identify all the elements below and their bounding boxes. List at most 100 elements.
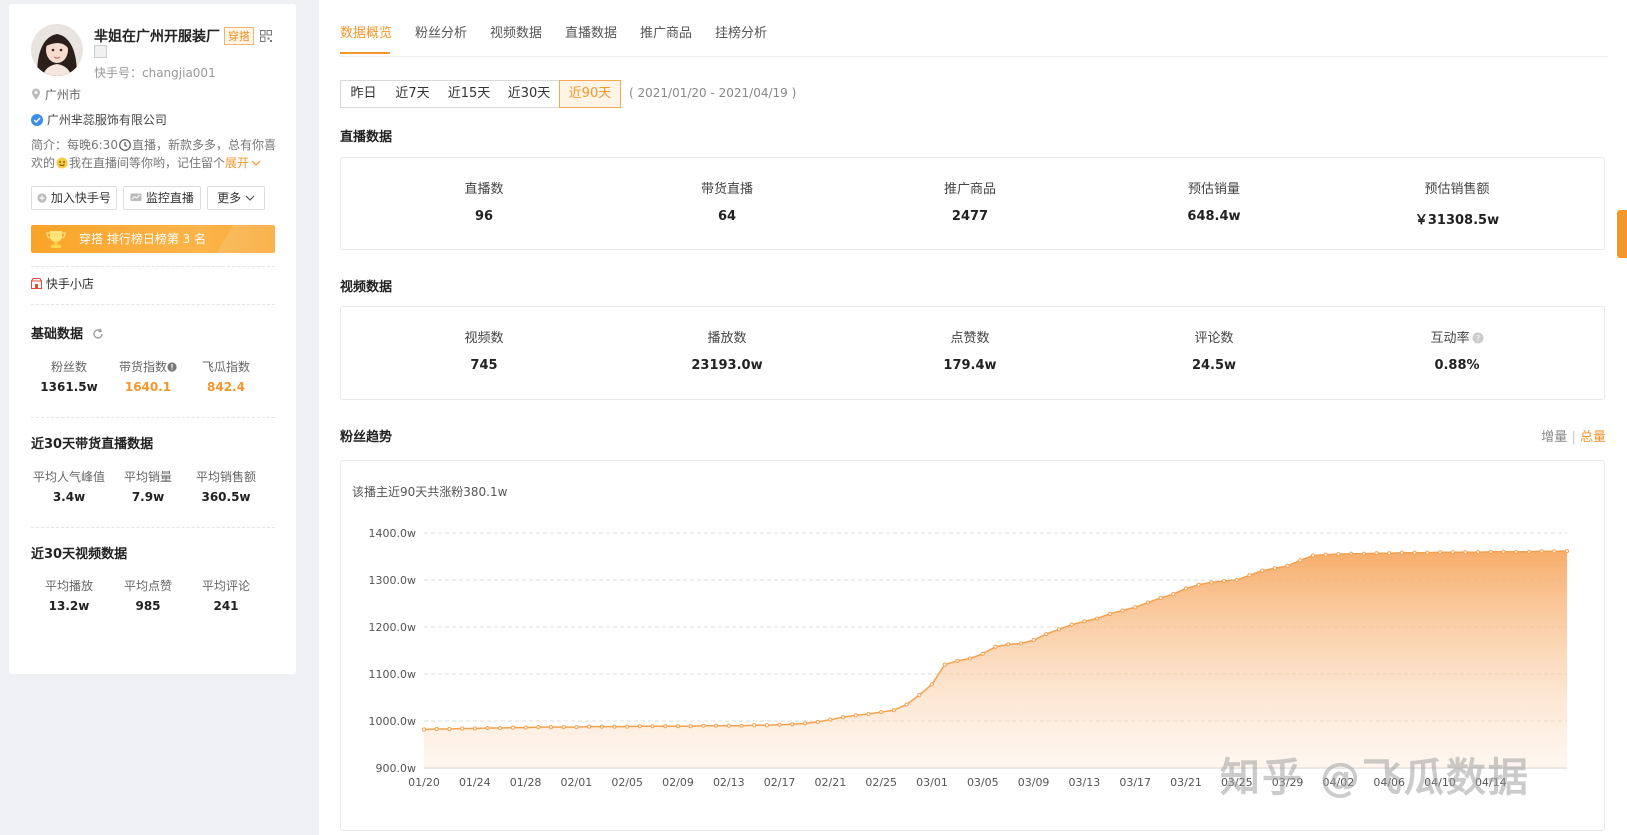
data-point[interactable] [1272, 566, 1278, 571]
data-point[interactable] [663, 724, 668, 729]
data-point[interactable] [1374, 551, 1379, 556]
toggle-total[interactable]: 总量 [1579, 430, 1606, 445]
range-30d[interactable]: 近30天 [499, 80, 560, 108]
data-point[interactable] [917, 693, 922, 698]
toggle-increment[interactable]: 增量 [1541, 430, 1568, 445]
data-point[interactable] [714, 723, 719, 728]
tab-fans[interactable]: 粉丝分析 [415, 26, 468, 41]
data-point[interactable] [561, 725, 566, 730]
data-point[interactable] [980, 651, 985, 656]
data-point[interactable] [1488, 549, 1493, 554]
data-point[interactable] [879, 709, 884, 715]
data-point[interactable] [625, 724, 630, 729]
data-point[interactable] [1437, 550, 1443, 555]
data-point[interactable] [1476, 550, 1481, 555]
data-point[interactable] [904, 702, 909, 707]
data-point[interactable] [853, 713, 858, 718]
data-point[interactable] [1107, 611, 1112, 616]
data-point[interactable] [536, 725, 541, 730]
data-point[interactable] [447, 726, 452, 732]
data-point[interactable] [599, 724, 604, 729]
side-float-tab[interactable] [1617, 210, 1627, 258]
data-point[interactable] [1133, 605, 1138, 610]
data-point[interactable] [828, 717, 833, 722]
refresh-icon[interactable] [92, 328, 104, 340]
data-point[interactable] [1031, 638, 1036, 643]
data-point[interactable] [739, 723, 744, 728]
data-point[interactable] [1564, 548, 1570, 554]
data-point[interactable] [942, 662, 947, 667]
data-point[interactable] [929, 682, 935, 687]
data-point[interactable] [1234, 577, 1239, 583]
data-point[interactable] [637, 724, 643, 729]
data-point[interactable] [1222, 578, 1227, 584]
expand-link[interactable]: 展开 [225, 156, 250, 170]
range-15d[interactable]: 近15天 [439, 80, 500, 108]
data-point[interactable] [1285, 563, 1290, 569]
data-point[interactable] [1247, 573, 1252, 578]
data-point[interactable] [1514, 549, 1519, 554]
range-yesterday[interactable]: 昨日 [340, 80, 387, 108]
data-point[interactable] [612, 724, 617, 729]
data-point[interactable] [460, 726, 465, 731]
data-point[interactable] [1044, 631, 1049, 637]
data-point[interactable] [1323, 552, 1328, 557]
data-point[interactable] [498, 725, 503, 731]
data-point[interactable] [472, 726, 477, 731]
add-kuaishou-button[interactable]: 加入快手号 [31, 186, 117, 210]
qrcode-icon[interactable] [260, 30, 272, 42]
data-point[interactable] [1399, 550, 1405, 555]
data-point[interactable] [1069, 622, 1074, 627]
data-point[interactable] [1298, 558, 1303, 563]
data-point[interactable] [1552, 549, 1557, 554]
data-point[interactable] [1412, 550, 1417, 555]
tab-live[interactable]: 直播数据 [565, 26, 618, 41]
data-point[interactable] [1056, 627, 1062, 632]
data-point[interactable] [1209, 580, 1214, 585]
data-point[interactable] [790, 722, 795, 727]
data-point[interactable] [1095, 616, 1100, 621]
data-point[interactable] [434, 726, 439, 732]
data-point[interactable] [523, 725, 528, 730]
tab-overview[interactable]: 数据概览 [340, 26, 393, 41]
data-point[interactable] [993, 644, 998, 649]
data-point[interactable] [1463, 550, 1468, 555]
data-point[interactable] [1501, 549, 1506, 554]
data-point[interactable] [1171, 592, 1176, 597]
data-point[interactable] [701, 723, 706, 728]
data-point[interactable] [574, 725, 579, 730]
range-90d[interactable]: 近90天 [559, 80, 621, 108]
data-point[interactable] [675, 724, 681, 729]
data-point[interactable] [815, 719, 820, 725]
tab-video[interactable]: 视频数据 [490, 26, 543, 41]
data-point[interactable] [1260, 568, 1265, 573]
data-point[interactable] [802, 721, 808, 726]
data-point[interactable] [1006, 642, 1011, 647]
data-point[interactable] [1361, 551, 1366, 556]
data-point[interactable] [752, 723, 757, 728]
rank-banner[interactable]: 穿搭 排行榜日榜第 3 名 [31, 225, 275, 253]
kuaishou-shop-link[interactable]: 快手小店 [31, 275, 94, 292]
data-point[interactable] [1196, 582, 1201, 587]
data-point[interactable] [548, 725, 554, 730]
data-point[interactable] [510, 725, 516, 730]
data-point[interactable] [841, 715, 846, 720]
help-icon[interactable]: ? [1472, 332, 1484, 344]
data-point[interactable] [1120, 608, 1125, 613]
data-point[interactable] [485, 725, 490, 731]
data-point[interactable] [587, 724, 592, 729]
data-point[interactable] [764, 723, 770, 728]
data-point[interactable] [1082, 619, 1087, 624]
monitor-live-button[interactable]: 监控直播 [123, 186, 201, 210]
more-button[interactable]: 更多 [207, 186, 265, 210]
data-point[interactable] [1145, 600, 1151, 605]
data-point[interactable] [688, 724, 693, 729]
data-point[interactable] [955, 658, 960, 663]
data-point[interactable] [1387, 551, 1392, 556]
data-point[interactable] [1310, 553, 1316, 558]
data-point[interactable] [1425, 550, 1430, 555]
avatar[interactable] [31, 24, 83, 76]
data-point[interactable] [1539, 549, 1544, 554]
data-point[interactable] [1336, 552, 1341, 557]
data-point[interactable] [421, 727, 427, 732]
